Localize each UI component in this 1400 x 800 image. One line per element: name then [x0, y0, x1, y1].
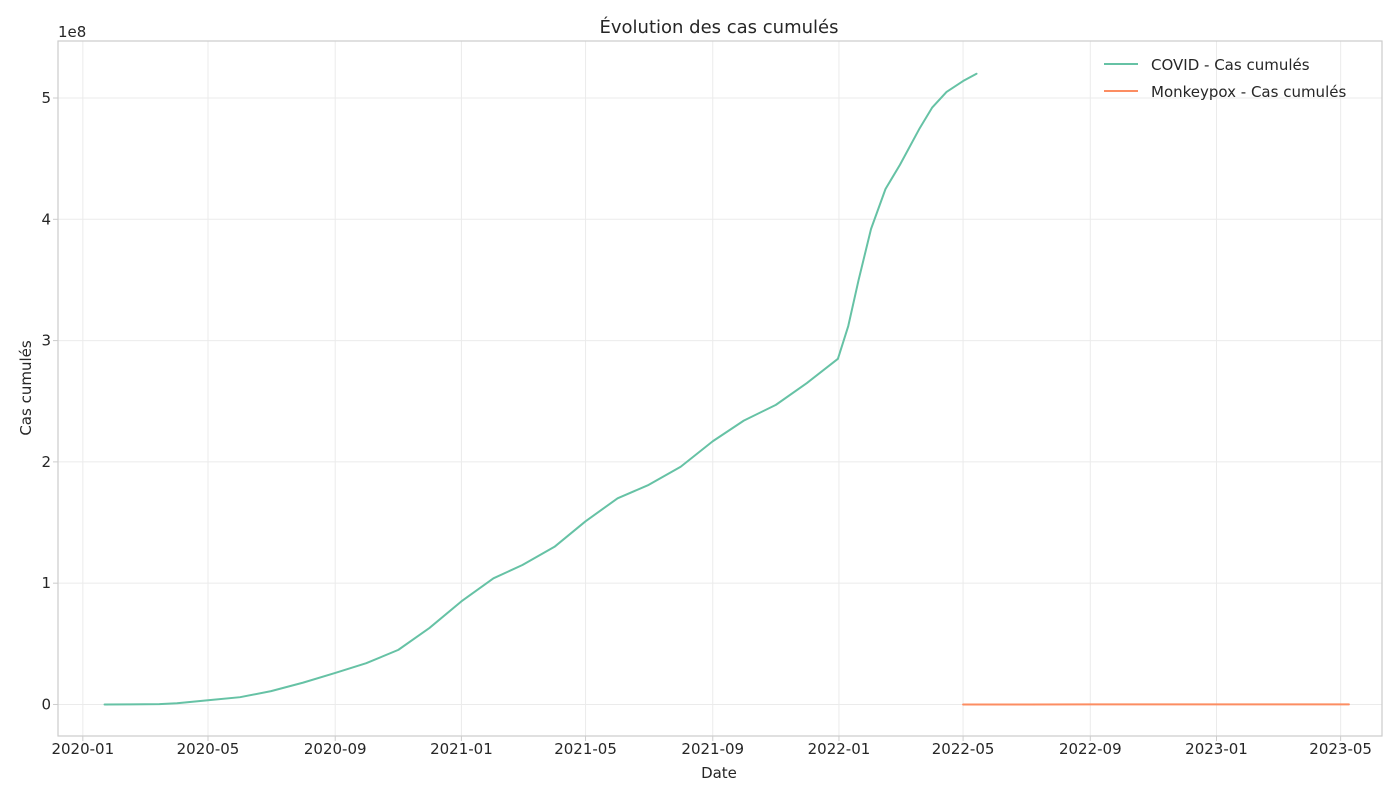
x-axis: 2020-01 2020-05 2020-09 2021-01 2021-05 2021-… — [51, 736, 1372, 758]
plot-area — [103, 72, 1350, 706]
y-tick-label: 1 — [41, 574, 51, 592]
x-tick-label: 2021-01 — [430, 740, 493, 758]
y-axis: 0 1 2 3 4 5 — [41, 89, 58, 713]
series-line-0 — [103, 72, 978, 706]
plot-frame — [57, 40, 1383, 737]
x-tick-label: 2020-09 — [304, 740, 367, 758]
y-axis-label: Cas cumulés — [17, 340, 35, 436]
legend-label-1: Monkeypox - Cas cumulés — [1151, 83, 1346, 101]
legend-label-0: COVID - Cas cumulés — [1151, 56, 1310, 74]
x-tick-label: 2023-05 — [1309, 740, 1372, 758]
x-tick-label: 2021-05 — [554, 740, 617, 758]
x-tick-label: 2020-01 — [51, 740, 114, 758]
y-tick-label: 5 — [41, 89, 51, 107]
grid — [58, 41, 1382, 736]
y-offset-text: 1e8 — [58, 23, 86, 41]
x-tick-label: 2023-01 — [1185, 740, 1248, 758]
x-tick-label: 2022-01 — [808, 740, 871, 758]
legend: COVID - Cas cumulés Monkeypox - Cas cumul… — [1104, 56, 1346, 101]
y-tick-label: 4 — [41, 210, 51, 228]
chart-title: Évolution des cas cumulés — [600, 16, 839, 38]
x-tick-label: 2022-09 — [1059, 740, 1122, 758]
x-tick-label: 2020-05 — [177, 740, 240, 758]
y-tick-label: 3 — [41, 332, 51, 350]
y-tick-label: 0 — [41, 695, 51, 713]
x-tick-label: 2021-09 — [681, 740, 744, 758]
y-tick-label: 2 — [41, 453, 51, 471]
x-tick-label: 2022-05 — [932, 740, 995, 758]
x-axis-label: Date — [701, 764, 737, 782]
